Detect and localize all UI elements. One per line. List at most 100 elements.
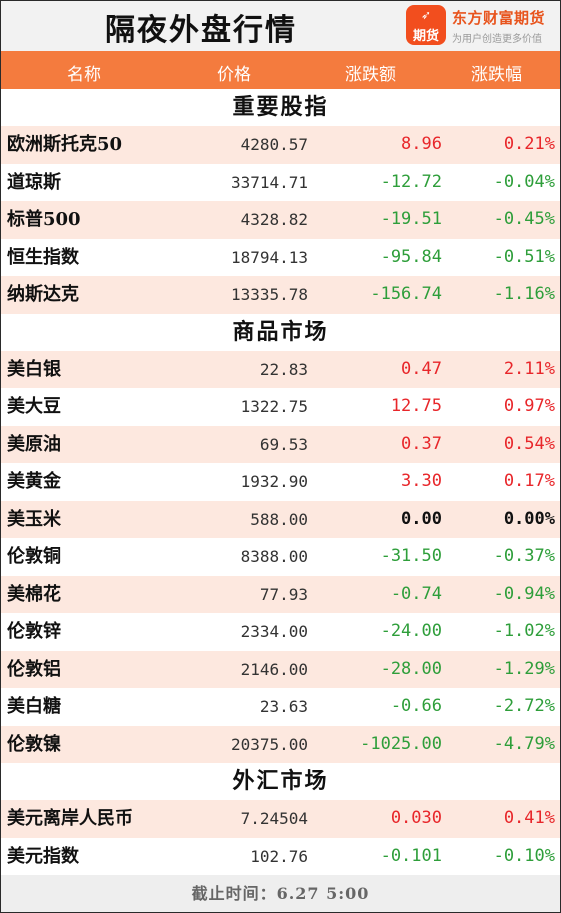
quote-change: -28.00 [380, 658, 442, 679]
quote-change: -19.51 [380, 209, 442, 229]
quote-price: 22.83 [259, 359, 308, 379]
quote-change: -0.66 [390, 696, 442, 716]
quote-price: 33714.71 [230, 172, 308, 192]
quote-price: 13335.78 [230, 285, 308, 304]
brand-name: 东方财富期货 [452, 9, 546, 27]
quote-price: 69.53 [259, 434, 308, 454]
quote-pct: -4.79% [493, 733, 555, 754]
quote-pct: -0.45% [493, 209, 555, 229]
quote-price: 4328.82 [240, 210, 308, 229]
quote-price: 102.76 [250, 846, 308, 866]
quote-change: 0.47 [401, 358, 442, 379]
table-row: 美白糖 23.63 -0.66 -2.72% [1, 688, 560, 726]
quote-pct: 0.54% [503, 433, 555, 454]
table-row: 伦敦铜 8388.00 -31.50 -0.37% [1, 538, 560, 576]
quote-price: 2334.00 [240, 622, 308, 641]
table-row: 恒生指数 18794.13 -95.84 -0.51% [1, 238, 560, 276]
column-header-row: 名称 价格 涨跌额 涨跌幅 [1, 51, 560, 89]
quote-change: -0.101 [380, 845, 442, 866]
quote-name: 美大豆 [7, 396, 61, 417]
column-header-pct: 涨跌幅 [471, 65, 522, 85]
quote-price: 8388.00 [240, 547, 308, 566]
quote-change: -31.50 [380, 546, 442, 566]
quote-name: 伦敦铜 [7, 546, 61, 567]
quote-name: 美元离岸人民币 [7, 808, 133, 829]
quote-name: 美白糖 [7, 696, 61, 717]
quote-name: 美玉米 [7, 508, 61, 530]
table-row: 美白银 22.83 0.47 2.11% [1, 350, 560, 388]
quote-price: 1932.90 [240, 472, 308, 491]
quote-pct: -1.16% [493, 284, 555, 304]
quote-pct: -1.02% [493, 621, 555, 641]
quote-change: 3.30 [401, 471, 442, 491]
quote-name: 美棉花 [7, 583, 61, 605]
table-row: 美棉花 77.93 -0.74 -0.94% [1, 575, 560, 613]
quote-price: 4280.57 [240, 135, 308, 154]
section-title: 外汇市场 [1, 763, 560, 800]
table-row: 伦敦锌 2334.00 -24.00 -1.02% [1, 613, 560, 651]
quote-change: -95.84 [380, 246, 442, 267]
table-row: 伦敦镍 20375.00 -1025.00 -4.79% [1, 725, 560, 763]
quote-name: 伦敦铝 [7, 658, 61, 680]
section-title: 商品市场 [1, 313, 560, 351]
table-row: 道琼斯 33714.71 -12.72 -0.04% [1, 163, 560, 201]
quote-name: 美白银 [7, 358, 61, 380]
logo-text: 期货 [412, 29, 439, 44]
quote-name: 伦敦锌 [7, 621, 61, 642]
table-row: 标普500 4328.82 -19.51 -0.45% [1, 201, 560, 239]
quote-change: -1025.00 [360, 733, 442, 754]
table-row: 美元离岸人民币 7.24504 0.030 0.41% [1, 800, 560, 838]
quote-table: 重要股指欧洲斯托克50 4280.57 8.96 0.21% 道琼斯 33714.71 -1… [1, 89, 560, 875]
quote-price: 2146.00 [240, 659, 308, 679]
table-row: 美元指数 102.76 -0.101 -0.10% [1, 837, 560, 875]
rocket-swirl-icon: ➶ [420, 8, 432, 22]
column-header-price: 价格 [217, 65, 251, 85]
quote-pct: -2.72% [493, 696, 555, 716]
quote-pct: -0.10% [493, 845, 555, 866]
quote-change: -0.74 [390, 583, 442, 604]
quote-change: 12.75 [390, 396, 442, 416]
table-row: 美玉米 588.00 0.00 0.00% [1, 500, 560, 538]
quote-pct: -0.37% [493, 546, 555, 566]
quote-name: 道琼斯 [7, 171, 61, 193]
quote-name: 欧洲斯托克50 [7, 134, 123, 155]
quote-pct: 0.21% [503, 134, 555, 154]
quote-pct: -0.94% [493, 583, 555, 604]
quote-price: 7.24504 [240, 809, 308, 828]
quote-change: 0.030 [390, 808, 442, 828]
quote-name: 伦敦镍 [7, 733, 61, 755]
quote-name: 美元指数 [7, 845, 79, 867]
header: 隔夜外盘行情 ➶ 期货 东方财富期货 为用户创造更多价值 [1, 1, 560, 51]
quote-pct: -0.51% [493, 246, 555, 267]
table-row: 美原油 69.53 0.37 0.54% [1, 425, 560, 463]
quote-price: 20375.00 [230, 734, 308, 754]
quote-name: 标普500 [7, 209, 81, 230]
quote-price: 18794.13 [230, 247, 308, 267]
quote-price: 588.00 [250, 509, 308, 529]
brand-block: ➶ 期货 东方财富期货 为用户创造更多价值 [406, 5, 558, 47]
table-row: 纳斯达克 13335.78 -156.74 -1.16% [1, 276, 560, 314]
quote-price: 1322.75 [240, 397, 308, 416]
quote-change: -12.72 [380, 171, 442, 192]
table-row: 美黄金 1932.90 3.30 0.17% [1, 463, 560, 501]
brand-logo: ➶ 期货 [406, 5, 446, 45]
column-header-name: 名称 [67, 65, 101, 85]
table-row: 欧洲斯托克50 4280.57 8.96 0.21% [1, 126, 560, 164]
quote-name: 美黄金 [7, 471, 61, 492]
quote-pct: -0.04% [493, 171, 555, 192]
table-row: 伦敦铝 2146.00 -28.00 -1.29% [1, 650, 560, 688]
quote-price: 77.93 [259, 584, 308, 604]
quote-change: -156.74 [370, 284, 442, 304]
section-title: 重要股指 [1, 89, 560, 126]
cutoff-time: 截止时间：6.27 5:00 [1, 875, 560, 912]
quote-pct: 0.00% [503, 508, 555, 529]
column-header-change: 涨跌额 [345, 65, 396, 85]
quote-name: 美原油 [7, 433, 61, 455]
quote-price: 23.63 [259, 697, 308, 716]
quote-change: -24.00 [380, 621, 442, 641]
quote-name: 恒生指数 [7, 246, 79, 268]
quote-change: 8.96 [401, 134, 442, 154]
quote-change: 0.00 [401, 508, 442, 529]
quote-pct: 0.17% [503, 471, 555, 491]
